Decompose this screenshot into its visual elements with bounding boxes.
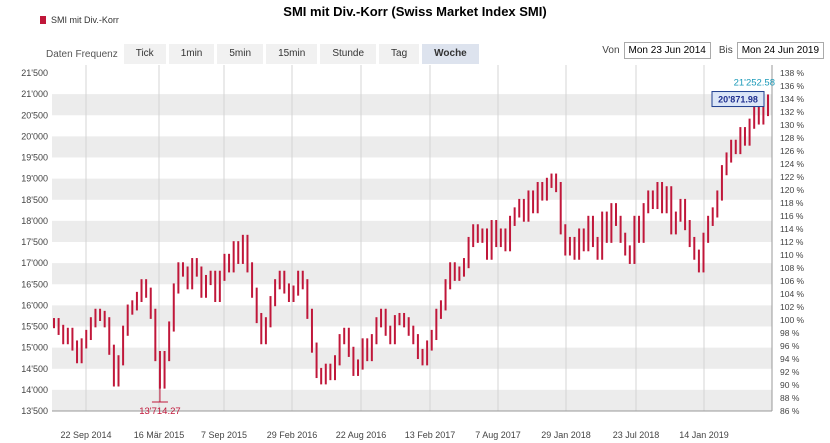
y-pct-tick-label: 130 % xyxy=(780,120,805,130)
y-tick-label: 18'000 xyxy=(21,216,48,226)
grid-band xyxy=(52,389,772,411)
y-pct-tick-label: 108 % xyxy=(780,263,805,273)
y-tick-label: 20'500 xyxy=(21,110,48,120)
y-tick-label: 17'000 xyxy=(21,258,48,268)
y-pct-tick-label: 124 % xyxy=(780,159,805,169)
x-tick-label: 7 Sep 2015 xyxy=(201,430,247,440)
x-tick-label: 16 Mär 2015 xyxy=(134,430,185,440)
x-tick-label: 29 Feb 2016 xyxy=(267,430,318,440)
y-pct-tick-label: 94 % xyxy=(780,354,800,364)
y-pct-tick-label: 134 % xyxy=(780,94,805,104)
x-tick-label: 7 Aug 2017 xyxy=(475,430,521,440)
grid-band xyxy=(52,305,772,327)
y-pct-tick-label: 96 % xyxy=(780,341,800,351)
y-pct-tick-label: 138 % xyxy=(780,68,805,78)
last-value-label: 20'871.98 xyxy=(718,95,758,105)
y-tick-label: 15'000 xyxy=(21,343,48,353)
last-value-callout xyxy=(711,91,765,108)
y-pct-tick-label: 132 % xyxy=(780,107,805,117)
to-date-field[interactable]: Mon 24 Jun 2019 xyxy=(736,42,824,59)
tab-5min[interactable]: 5min xyxy=(217,44,264,64)
x-tick-label: 13 Feb 2017 xyxy=(405,430,456,440)
frequency-toolbar: Daten Frequenz Tick 1min 5min 15min Stun… xyxy=(46,44,482,64)
grid-band xyxy=(52,136,772,158)
x-tick-label: 22 Aug 2016 xyxy=(336,430,387,440)
x-tick-label: 22 Sep 2014 xyxy=(60,430,111,440)
y-pct-tick-label: 112 % xyxy=(780,237,804,247)
y-pct-tick-label: 128 % xyxy=(780,133,805,143)
y-pct-tick-label: 98 % xyxy=(780,328,800,338)
date-range: Von Mon 23 Jun 2014 Bis Mon 24 Jun 2019 xyxy=(602,42,824,59)
y-tick-label: 16'500 xyxy=(21,279,48,289)
y-pct-tick-label: 92 % xyxy=(780,367,800,377)
from-label: Von xyxy=(602,45,620,56)
legend-swatch xyxy=(40,16,46,24)
y-tick-label: 19'000 xyxy=(21,174,48,184)
legend-label: SMI mit Div.-Korr xyxy=(51,15,119,25)
y-pct-tick-label: 86 % xyxy=(780,406,800,416)
y-pct-tick-label: 88 % xyxy=(780,393,800,403)
x-tick-label: 14 Jan 2019 xyxy=(679,430,729,440)
tab-1min[interactable]: 1min xyxy=(168,44,215,64)
y-tick-label: 21'500 xyxy=(21,68,48,78)
y-tick-label: 14'000 xyxy=(21,385,48,395)
y-tick-label: 15'500 xyxy=(21,322,48,332)
chart-title: SMI mit Div.-Korr (Swiss Market Index SM… xyxy=(283,4,547,19)
y-tick-label: 21'000 xyxy=(21,89,48,99)
y-pct-tick-label: 104 % xyxy=(780,289,805,299)
y-pct-tick-label: 106 % xyxy=(780,276,805,286)
y-pct-tick-label: 102 % xyxy=(780,302,805,312)
y-pct-tick-label: 122 % xyxy=(780,172,805,182)
tab-tag[interactable]: Tag xyxy=(379,44,420,64)
y-tick-label: 13'500 xyxy=(21,406,48,416)
tab-15min[interactable]: 15min xyxy=(266,44,318,64)
grid-band xyxy=(52,220,772,242)
low-value-label: 13'714.27 xyxy=(139,406,180,417)
x-tick-label: 23 Jul 2018 xyxy=(613,430,660,440)
y-pct-tick-label: 100 % xyxy=(780,315,805,325)
tab-tick[interactable]: Tick xyxy=(123,44,166,64)
y-tick-label: 18'500 xyxy=(21,195,48,205)
tab-stunde[interactable]: Stunde xyxy=(320,44,377,64)
y-pct-tick-label: 110 % xyxy=(780,250,804,260)
frequency-label: Daten Frequenz xyxy=(46,48,118,60)
y-tick-label: 19'500 xyxy=(21,153,48,163)
y-pct-tick-label: 118 % xyxy=(780,198,804,208)
grid-band xyxy=(52,263,772,285)
to-label: Bis xyxy=(718,45,733,56)
y-pct-tick-label: 126 % xyxy=(780,146,805,156)
grid-band xyxy=(52,178,772,200)
tab-woche[interactable]: Woche xyxy=(422,44,479,64)
grid-band xyxy=(52,347,772,369)
y-pct-tick-label: 90 % xyxy=(780,380,800,390)
legend: SMI mit Div.-Korr xyxy=(40,15,119,25)
x-tick-label: 29 Jan 2018 xyxy=(541,430,591,440)
high-value-label: 21'252.58 xyxy=(734,77,775,88)
y-pct-tick-label: 136 % xyxy=(780,81,805,91)
grid-band xyxy=(52,94,772,116)
y-tick-label: 14'500 xyxy=(21,364,48,374)
y-tick-label: 17'500 xyxy=(21,237,48,247)
y-pct-tick-label: 116 % xyxy=(780,211,804,221)
from-date-field[interactable]: Mon 23 Jun 2014 xyxy=(623,42,711,59)
y-tick-label: 20'000 xyxy=(21,131,48,141)
y-pct-tick-label: 114 % xyxy=(780,224,804,234)
y-pct-tick-label: 120 % xyxy=(780,185,805,195)
y-tick-label: 16'000 xyxy=(21,300,48,310)
